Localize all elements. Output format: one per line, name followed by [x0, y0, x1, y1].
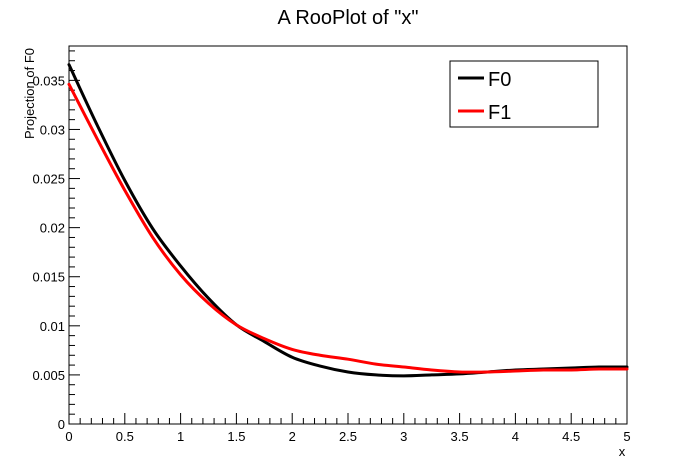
x-tick-label: 1.5 — [227, 429, 245, 444]
legend: F0 F1 — [449, 60, 599, 128]
legend-f1-label: F1 — [488, 102, 511, 124]
x-tick-label: 0.5 — [116, 429, 134, 444]
chart-title: A RooPlot of "x" — [278, 7, 419, 29]
x-tick-label: 4 — [512, 429, 519, 444]
x-tick-label: 3.5 — [451, 429, 469, 444]
x-tick-label: 4.5 — [562, 429, 580, 444]
y-tick-label: 0.025 — [32, 172, 65, 187]
y-tick-label: 0.035 — [32, 73, 65, 88]
y-tick-label: 0.01 — [40, 319, 65, 334]
x-tick-label: 0 — [65, 429, 72, 444]
legend-f0-label: F0 — [488, 69, 511, 91]
y-axis-label: Projection of F0 — [22, 48, 37, 139]
x-tick-label: 5 — [623, 429, 630, 444]
x-tick-label: 1 — [177, 429, 184, 444]
series-line-f1 — [67, 82, 629, 374]
y-tick-label: 0.03 — [40, 122, 65, 137]
y-tick-label: 0.015 — [32, 270, 65, 285]
x-axis-label: x — [619, 444, 626, 459]
data-curves — [67, 63, 629, 378]
y-tick-label: 0.005 — [32, 368, 65, 383]
x-tick-label: 2 — [289, 429, 296, 444]
y-tick-label: 0.02 — [40, 221, 65, 236]
y-tick-label: 0 — [58, 417, 65, 432]
x-tick-label: 3 — [400, 429, 407, 444]
x-tick-label: 2.5 — [339, 429, 357, 444]
axis-ticks: 0 0.5 1 1.5 2 2.5 3 3.5 4 4.5 5 0 0.005 0.01 0.015 0.02… — [32, 50, 631, 444]
legend-box — [449, 60, 599, 128]
